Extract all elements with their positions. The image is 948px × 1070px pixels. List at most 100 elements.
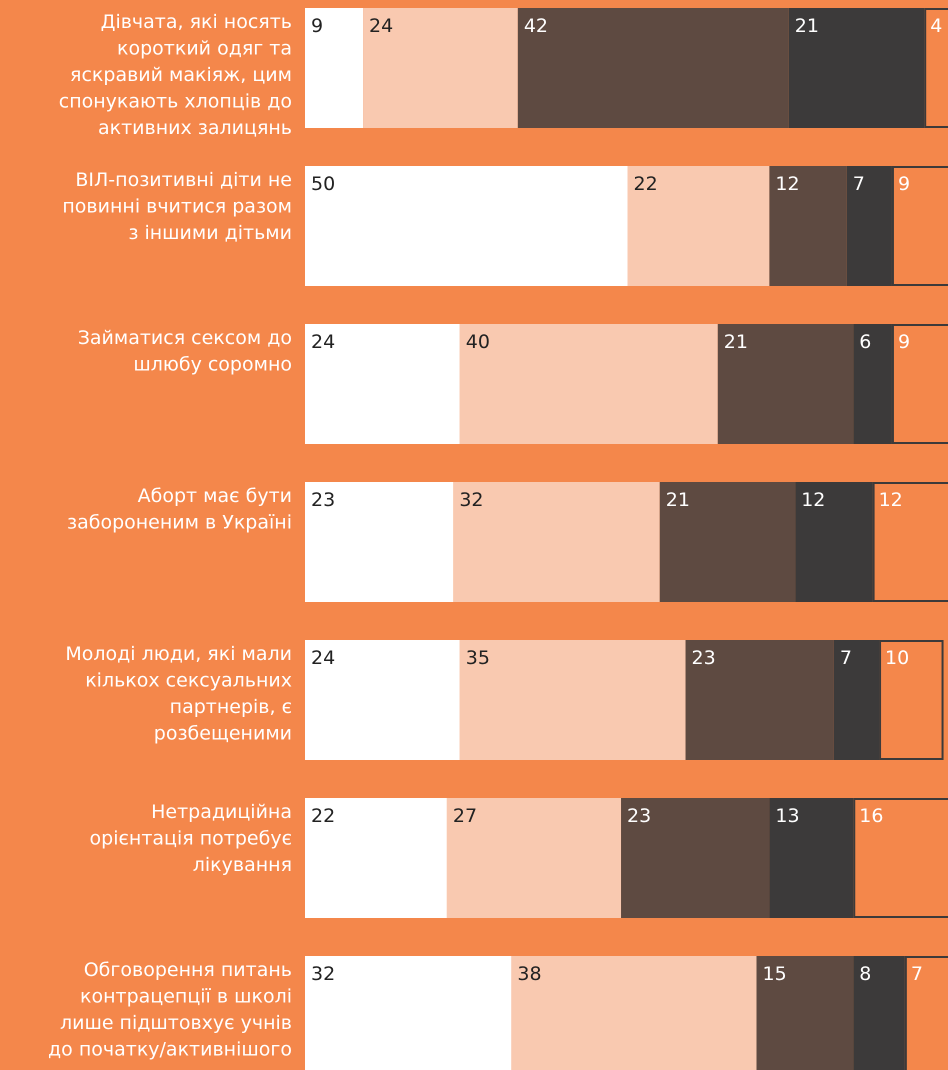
bar-segment — [769, 798, 854, 918]
bar-segment — [769, 166, 847, 286]
value-label: 22 — [311, 805, 335, 827]
bar-segment — [305, 8, 364, 128]
bar-segment — [511, 956, 757, 1070]
value-label: 24 — [369, 15, 393, 37]
bar-segment — [305, 324, 460, 444]
category-label: Обговорення питань контрацепції в школі ли… — [48, 959, 292, 1070]
category-line: Дівчата, які носять — [101, 11, 292, 33]
value-label: 21 — [724, 331, 748, 353]
category-label: Молоді люди, які мали кількох сексуальних… — [65, 643, 292, 745]
bar-segment — [872, 482, 948, 602]
bar-segment — [788, 8, 925, 128]
bar-segment — [853, 798, 948, 918]
category-line: до початку/активнішого — [48, 1039, 292, 1061]
category-line: з іншими дітьми — [128, 222, 292, 244]
bar-segment — [685, 640, 834, 760]
value-label: 23 — [311, 489, 335, 511]
value-label: 7 — [853, 173, 865, 195]
category-line: ВІЛ-позитивні діти не — [75, 169, 292, 191]
value-label: 15 — [763, 963, 787, 985]
value-label: 7 — [840, 647, 852, 669]
bar-segment — [305, 166, 628, 286]
category-line: партнерів, є — [170, 696, 292, 718]
value-label: 13 — [775, 805, 799, 827]
value-label: 35 — [466, 647, 490, 669]
category-line: статевого життя — [123, 1065, 292, 1070]
bar-segment — [459, 640, 686, 760]
bar-segment — [879, 640, 944, 760]
value-label: 23 — [692, 647, 716, 669]
value-label: 24 — [311, 331, 335, 353]
value-label: 16 — [859, 805, 883, 827]
value-label: 7 — [911, 963, 923, 985]
value-label: 24 — [311, 647, 335, 669]
category-line: повинні вчитися разом — [62, 196, 292, 218]
bar-segment — [924, 8, 948, 128]
bar-segment — [833, 640, 880, 760]
category-line: Молоді люди, які мали — [65, 643, 292, 665]
value-label: 27 — [453, 805, 477, 827]
category-line: розбещеними — [154, 723, 292, 745]
bar-segment — [853, 956, 905, 1070]
category-line: яскравий макіяж, цим — [70, 64, 292, 86]
value-label: 22 — [634, 173, 658, 195]
category-line: контрацепції в школі — [80, 986, 292, 1008]
bar-segment — [717, 324, 854, 444]
bar-segment — [891, 324, 948, 444]
bar-segment — [621, 798, 770, 918]
bar-segment — [453, 482, 660, 602]
bar-segment — [517, 8, 789, 128]
category-line: забороненим в Україні — [67, 512, 292, 534]
category-line: шлюбу соромно — [133, 354, 292, 376]
value-label: 32 — [311, 963, 335, 985]
value-label: 50 — [311, 173, 335, 195]
bar-segment — [904, 956, 948, 1070]
category-label: Займатися сексом до шлюбу соромно — [78, 327, 292, 376]
value-label: 32 — [459, 489, 483, 511]
value-label: 4 — [930, 15, 942, 37]
bar-segment — [363, 8, 518, 128]
category-line: спонукають хлопців до — [59, 91, 292, 113]
value-label: 12 — [801, 489, 825, 511]
value-label: 9 — [898, 331, 910, 353]
value-label: 12 — [775, 173, 799, 195]
category-line: лише підштовхує учнів — [60, 1012, 292, 1034]
bar-segment — [891, 166, 948, 286]
value-label: 6 — [859, 331, 871, 353]
bar-segment — [305, 956, 512, 1070]
bar-segment — [846, 166, 892, 286]
category-line: лікування — [193, 854, 292, 876]
category-label: ВІЛ-позитивні діти не повинні вчитися раз… — [62, 169, 292, 244]
value-label: 9 — [898, 173, 910, 195]
value-label: 23 — [627, 805, 651, 827]
category-line: Займатися сексом до — [78, 327, 292, 349]
value-label: 42 — [524, 15, 548, 37]
category-line: Обговорення питань — [84, 959, 292, 981]
bar-segment — [305, 482, 454, 602]
category-line: Нетрадиційна — [151, 801, 292, 823]
bar-segment — [756, 956, 854, 1070]
category-label: Дівчата, які носять короткий одяг та яскра… — [59, 11, 292, 139]
bar-segment — [459, 324, 718, 444]
category-line: орієнтація потребує — [90, 828, 292, 850]
bar-segment — [853, 324, 892, 444]
bar-segment — [305, 640, 460, 760]
value-label: 21 — [666, 489, 690, 511]
bar-segment — [659, 482, 796, 602]
category-label: Аборт має бути забороненим в Україні — [67, 485, 292, 534]
category-line: Аборт має бути — [138, 485, 292, 507]
category-line: короткий одяг та — [117, 38, 292, 60]
category-line: активних залицянь — [98, 117, 292, 139]
value-label: 10 — [885, 647, 909, 669]
value-label: 12 — [879, 489, 903, 511]
value-label: 8 — [859, 963, 871, 985]
bar-segment — [446, 798, 622, 918]
value-label: 9 — [311, 15, 323, 37]
value-label: 21 — [795, 15, 819, 37]
value-label: 38 — [517, 963, 541, 985]
category-label: Нетрадиційна орієнтація потребує лікування — [90, 801, 292, 876]
value-label: 40 — [466, 331, 490, 353]
category-line: кількох сексуальних — [85, 670, 292, 692]
